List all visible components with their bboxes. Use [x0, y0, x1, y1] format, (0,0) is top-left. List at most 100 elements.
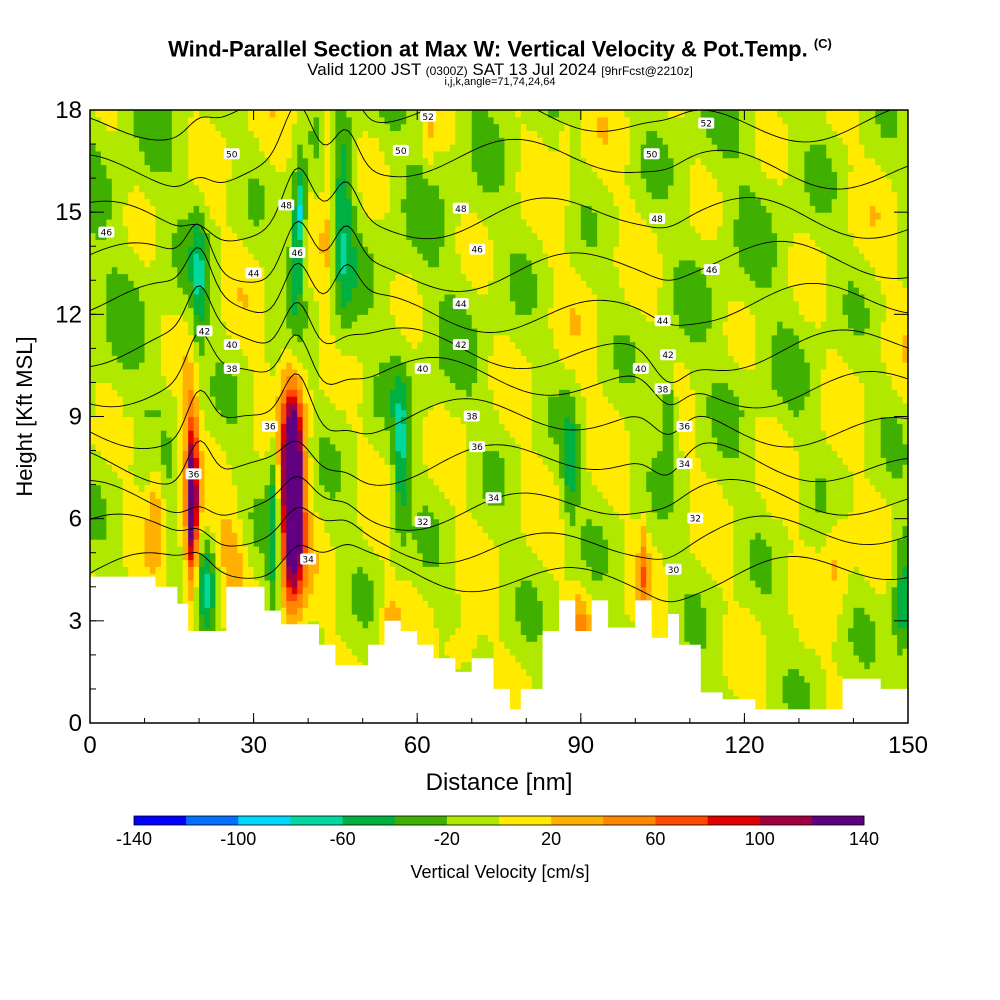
- w-cell: [379, 253, 386, 261]
- w-cell: [226, 382, 233, 390]
- w-cell: [269, 191, 277, 200]
- w-cell: [155, 477, 162, 486]
- w-cell: [329, 293, 336, 302]
- w-cell: [122, 225, 129, 234]
- w-cell: [275, 321, 282, 329]
- w-cell: [188, 484, 195, 493]
- w-cell: [329, 566, 336, 574]
- w-cell: [226, 130, 233, 138]
- w-cell: [329, 416, 336, 424]
- w-cell: [182, 498, 189, 506]
- w-cell: [384, 184, 391, 193]
- w-cell: [100, 443, 107, 452]
- w-cell: [362, 416, 369, 424]
- w-cell: [275, 144, 282, 152]
- w-cell: [231, 348, 238, 356]
- w-cell: [90, 389, 97, 397]
- w-cell: [340, 123, 347, 132]
- w-cell: [335, 225, 342, 234]
- w-cell: [177, 586, 184, 595]
- w-cell: [204, 566, 211, 574]
- w-cell: [329, 314, 336, 322]
- w-cell: [237, 171, 244, 179]
- w-cell: [253, 259, 260, 268]
- w-cell: [209, 144, 217, 152]
- w-cell: [373, 341, 380, 349]
- w-cell: [329, 171, 336, 179]
- w-cell: [302, 334, 309, 343]
- w-cell: [362, 539, 369, 547]
- w-cell: [155, 430, 162, 438]
- w-cell: [133, 137, 140, 145]
- w-cell: [368, 130, 375, 138]
- w-cell: [204, 157, 211, 166]
- w-cell: [199, 389, 206, 397]
- w-cell: [199, 600, 206, 608]
- w-cell: [313, 212, 320, 220]
- w-cell: [297, 362, 304, 370]
- w-cell: [155, 110, 162, 118]
- w-cell: [166, 579, 173, 588]
- w-cell: [242, 259, 249, 268]
- w-cell: [280, 559, 287, 567]
- w-cell: [340, 593, 347, 601]
- w-cell: [340, 600, 347, 608]
- w-cell: [193, 457, 200, 465]
- w-cell: [188, 246, 195, 254]
- w-cell: [368, 579, 375, 588]
- w-cell: [128, 389, 135, 397]
- w-cell: [231, 239, 238, 247]
- w-cell: [324, 253, 331, 261]
- w-cell: [90, 443, 97, 452]
- w-cell: [204, 110, 211, 118]
- w-cell: [171, 116, 178, 125]
- w-cell: [160, 164, 167, 172]
- w-cell: [357, 171, 364, 179]
- w-cell: [242, 253, 249, 261]
- w-cell: [373, 484, 380, 493]
- w-cell: [373, 586, 380, 595]
- w-cell: [351, 259, 358, 268]
- w-cell: [111, 218, 118, 227]
- w-cell: [280, 300, 287, 309]
- w-cell: [264, 307, 271, 315]
- w-cell: [297, 171, 304, 179]
- w-cell: [95, 300, 102, 309]
- w-cell: [155, 307, 162, 315]
- w-cell: [100, 525, 107, 533]
- w-cell: [373, 116, 380, 125]
- w-cell: [209, 218, 217, 227]
- w-cell: [220, 130, 227, 138]
- w-cell: [308, 321, 315, 329]
- w-cell: [297, 600, 304, 608]
- w-cell: [117, 144, 124, 152]
- w-cell: [362, 641, 369, 649]
- w-cell: [220, 144, 227, 152]
- w-cell: [275, 273, 282, 281]
- w-cell: [308, 314, 315, 322]
- w-cell: [324, 491, 331, 499]
- w-cell: [373, 144, 380, 152]
- w-cell: [340, 389, 347, 397]
- w-cell: [324, 368, 331, 377]
- w-cell: [335, 518, 342, 527]
- w-cell: [209, 157, 217, 166]
- w-cell: [368, 532, 375, 540]
- w-cell: [313, 184, 320, 193]
- w-cell: [133, 484, 140, 493]
- w-cell: [248, 198, 255, 206]
- w-cell: [188, 116, 195, 125]
- w-cell: [106, 355, 113, 363]
- w-cell: [160, 212, 167, 220]
- w-cell: [259, 579, 266, 588]
- w-cell: [280, 402, 287, 411]
- w-cell: [269, 157, 277, 166]
- w-cell: [286, 327, 293, 336]
- w-cell: [379, 225, 386, 234]
- w-cell: [209, 505, 217, 513]
- w-cell: [313, 259, 320, 268]
- w-cell: [340, 525, 347, 533]
- w-cell: [373, 300, 380, 309]
- w-cell: [368, 545, 375, 554]
- w-cell: [259, 511, 266, 520]
